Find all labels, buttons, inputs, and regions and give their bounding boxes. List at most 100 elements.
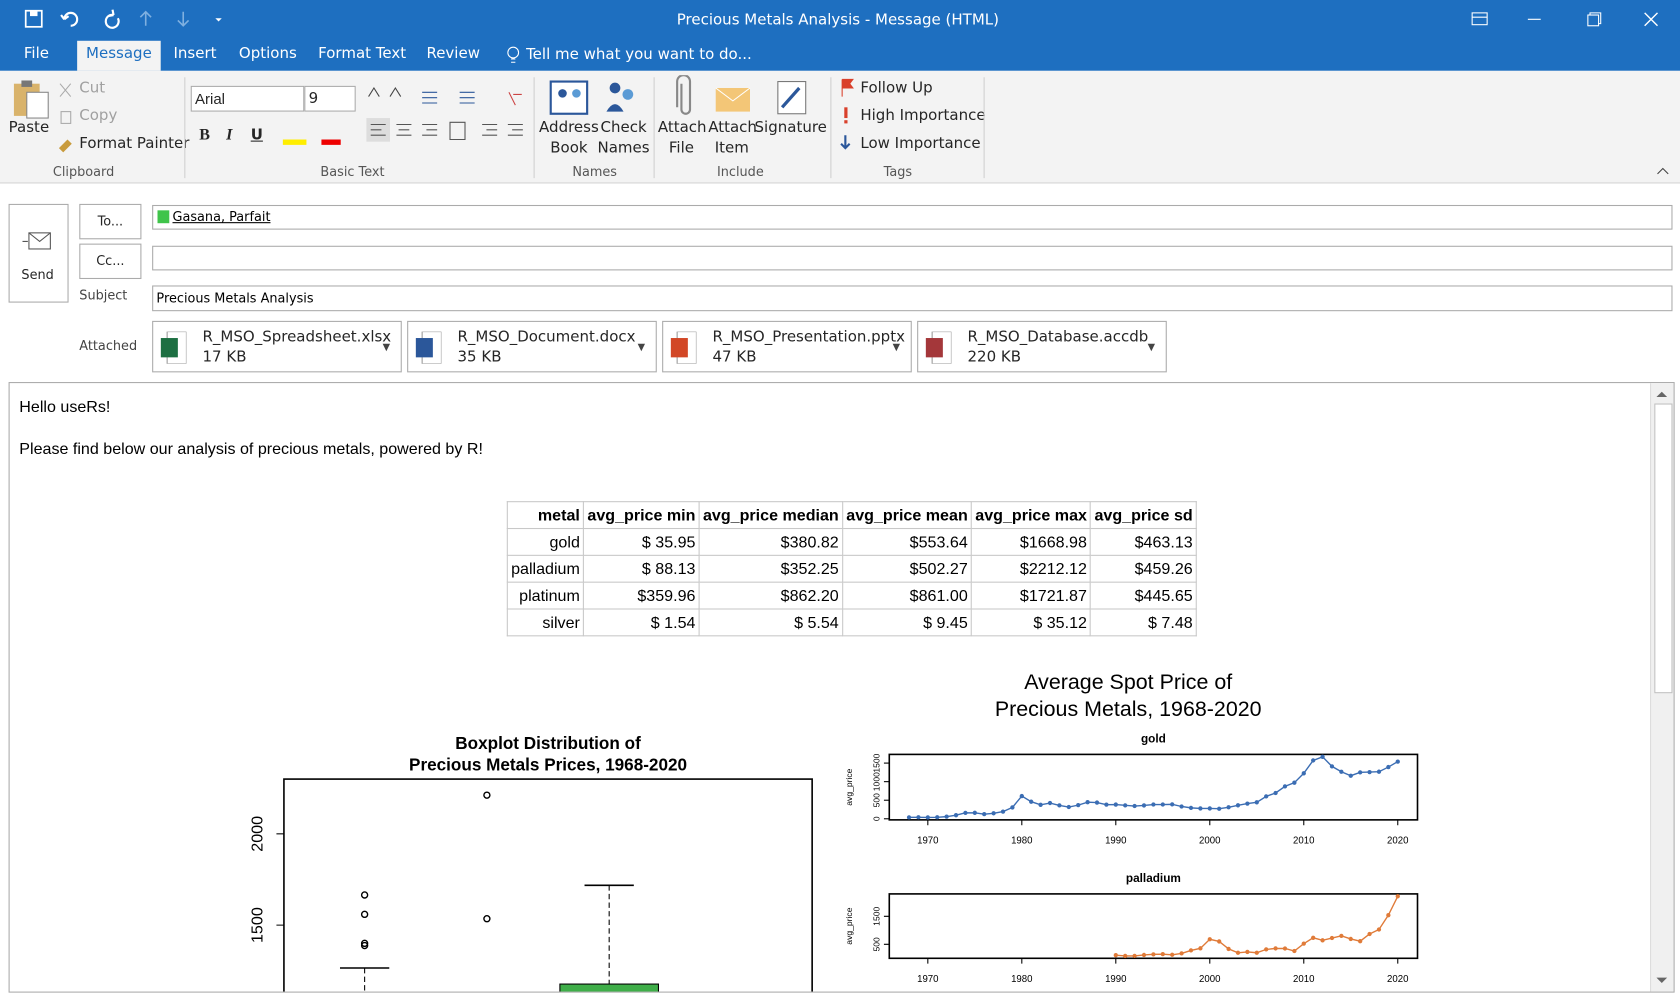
send-icon xyxy=(22,232,51,250)
price-point xyxy=(1282,946,1288,951)
price-point xyxy=(1320,754,1325,759)
collapse-ribbon[interactable] xyxy=(1655,165,1670,176)
attachment-size: 35 KB xyxy=(457,348,502,366)
price-point xyxy=(1019,793,1024,799)
panel-title: palladium xyxy=(1126,872,1181,885)
font-name: Arial xyxy=(195,90,226,108)
tab[interactable]: File xyxy=(23,45,49,63)
tab[interactable]: Format Text xyxy=(318,45,407,63)
outlier xyxy=(360,910,369,919)
follow-up-button[interactable]: Follow Up xyxy=(860,79,933,97)
cut-button[interactable]: Cut xyxy=(79,79,106,97)
price-line xyxy=(1115,895,1399,957)
subject-field[interactable]: Precious Metals Analysis xyxy=(152,285,1673,312)
attachment[interactable]: R_MSO_Presentation.pptx 47 KB ▼ xyxy=(662,320,912,373)
price-point xyxy=(1170,952,1175,957)
price-point xyxy=(1376,769,1382,774)
price-point xyxy=(1311,935,1316,940)
attachment[interactable]: R_MSO_Spreadsheet.xlsx 17 KB ▼ xyxy=(152,320,402,373)
accdb-icon xyxy=(925,331,952,364)
dropdown-arrow[interactable]: ▼ xyxy=(637,342,646,354)
to-field[interactable]: Gasana, Parfait xyxy=(152,204,1673,230)
cc-button[interactable]: Cc... xyxy=(79,243,142,280)
y-tick-label: 1500 xyxy=(249,907,267,943)
recipient[interactable]: Gasana, Parfait xyxy=(172,209,271,225)
price-point xyxy=(953,813,959,818)
price-point xyxy=(925,815,930,820)
column-header: metal xyxy=(506,501,585,530)
send-label: Send xyxy=(21,267,54,283)
clipboard-icons xyxy=(58,83,72,153)
greeting: Hello useRs! xyxy=(19,398,111,417)
price-point xyxy=(1188,805,1194,811)
price-point xyxy=(1207,937,1212,942)
table-cell: $ 1.54 xyxy=(583,608,700,637)
dropdown-arrow[interactable]: ▼ xyxy=(1147,342,1156,354)
subject: Precious Metals Analysis xyxy=(156,290,314,306)
size-box[interactable]: 9 xyxy=(304,85,356,112)
group-label: Basic Text xyxy=(320,164,385,180)
attachment-name: R_MSO_Database.accdb xyxy=(967,328,1149,346)
attachment[interactable]: R_MSO_Database.accdb 220 KB ▼ xyxy=(917,320,1167,373)
low-importance-button[interactable]: Low Importance xyxy=(860,135,981,153)
italic-button[interactable]: I xyxy=(226,126,233,144)
attachment[interactable]: R_MSO_Document.docx 35 KB ▼ xyxy=(407,320,657,373)
price-line xyxy=(909,756,1399,819)
dropdown-arrow[interactable]: ▼ xyxy=(382,342,391,354)
window-controls[interactable] xyxy=(1468,9,1672,30)
price-point xyxy=(1076,802,1081,808)
paste-button[interactable]: Paste xyxy=(8,119,50,137)
price-point xyxy=(1123,953,1128,959)
send-button[interactable]: Send xyxy=(8,203,69,303)
price-point xyxy=(982,811,987,817)
scroll-thumb[interactable] xyxy=(1654,403,1673,694)
format-painter-button[interactable]: Format Painter xyxy=(79,135,190,153)
address-book-button[interactable]: Address Book xyxy=(539,119,599,157)
font-box[interactable]: Arial xyxy=(190,85,305,112)
tab[interactable]: Message xyxy=(86,45,152,63)
price-point xyxy=(1151,952,1156,957)
signature-button[interactable]: Signature xyxy=(754,119,827,137)
chart-title: Boxplot Distribution of Precious Metals P… xyxy=(409,733,687,774)
dropdown-arrow[interactable]: ▼ xyxy=(892,342,901,354)
price-point xyxy=(1141,803,1147,808)
quick-access-toolbar[interactable] xyxy=(21,9,235,30)
x-tick-label: 1970 xyxy=(917,835,938,846)
scroll-arrows[interactable] xyxy=(1655,388,1668,987)
price-point xyxy=(1386,913,1391,918)
to-button[interactable]: To... xyxy=(79,203,142,240)
tab[interactable]: Options xyxy=(238,45,297,63)
tell-me[interactable]: Tell me what you want to do... xyxy=(526,46,752,64)
underline-button[interactable]: U xyxy=(250,126,263,144)
price-point xyxy=(1066,804,1071,810)
price-point xyxy=(1273,790,1278,796)
title-line: Average Spot Price of xyxy=(1024,670,1232,694)
separator xyxy=(184,77,186,179)
group-label: Tags xyxy=(883,164,913,180)
paste-icon[interactable] xyxy=(11,77,54,120)
outlier xyxy=(360,939,369,948)
price-point xyxy=(1348,773,1353,778)
x-tick-label: 2010 xyxy=(1293,835,1314,846)
cc-label: Cc... xyxy=(96,253,125,269)
outlier xyxy=(483,791,491,799)
message-body[interactable]: Hello useRs! Please find below our analy… xyxy=(8,382,1675,993)
bold-button[interactable]: B xyxy=(199,126,211,144)
cc-field[interactable] xyxy=(152,245,1673,271)
high-importance-button[interactable]: High Importance xyxy=(860,107,986,125)
scrollbar[interactable] xyxy=(1650,383,1674,992)
price-point xyxy=(1198,806,1203,811)
attach-file-button[interactable]: Attach File xyxy=(657,119,707,157)
price-point xyxy=(1358,770,1363,775)
y-tick-label: 1500 xyxy=(872,907,882,926)
attach-item-button[interactable]: Attach Item xyxy=(708,119,757,157)
copy-button[interactable]: Copy xyxy=(79,107,118,125)
active-tab-bg xyxy=(77,40,161,71)
column-header: avg_price min xyxy=(583,501,700,530)
tab[interactable]: Review xyxy=(426,45,480,63)
check-names-button[interactable]: Check Names xyxy=(597,119,650,157)
tab[interactable]: Insert xyxy=(173,45,217,63)
table-cell: palladium xyxy=(506,554,585,583)
price-point xyxy=(1367,769,1372,775)
